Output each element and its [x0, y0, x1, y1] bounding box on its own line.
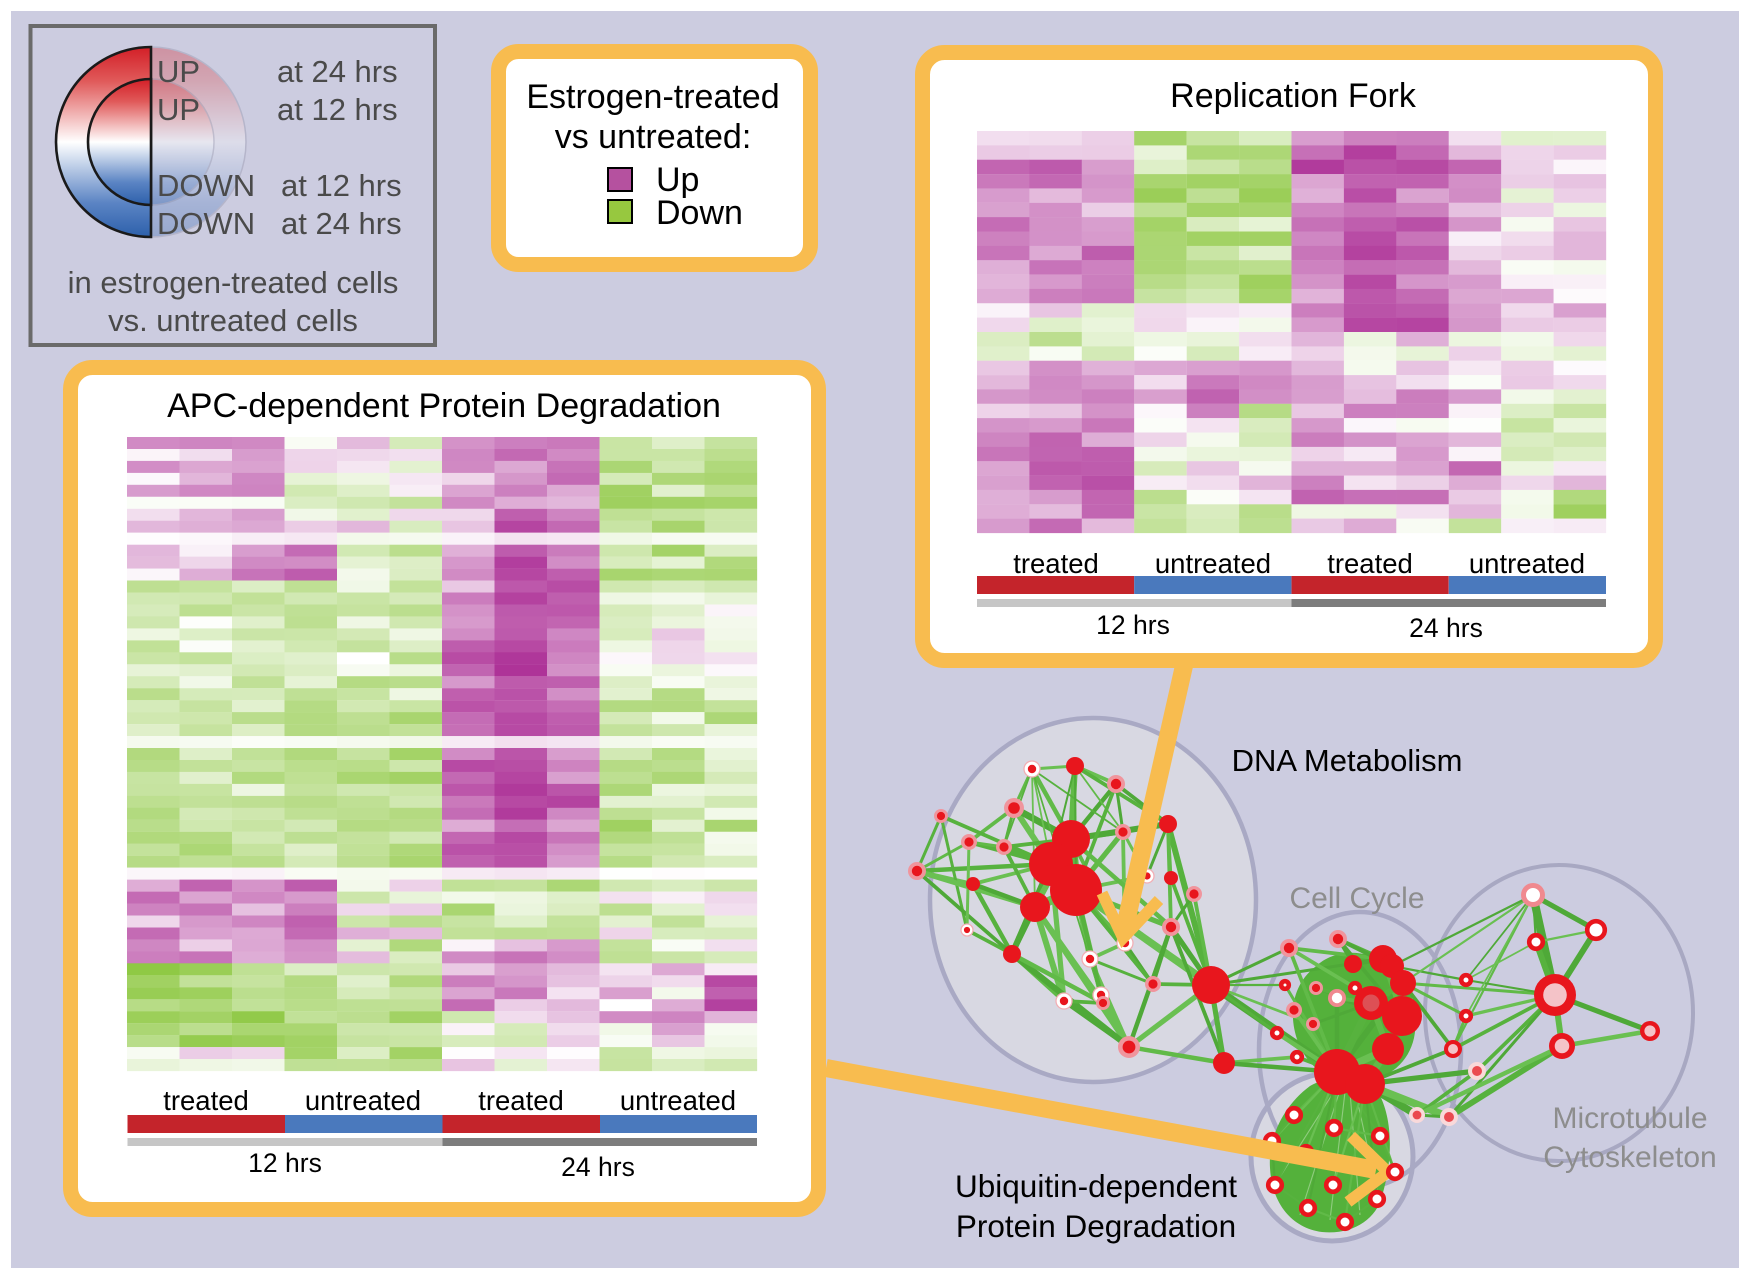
svg-text:DNA Metabolism: DNA Metabolism [1232, 743, 1463, 778]
svg-text:treated: treated [163, 1085, 249, 1116]
svg-text:UP: UP [157, 92, 200, 127]
svg-text:12 hrs: 12 hrs [248, 1148, 322, 1178]
svg-text:APC-dependent Protein Degradat: APC-dependent Protein Degradation [167, 387, 721, 425]
svg-text:at 24 hrs: at 24 hrs [277, 54, 398, 89]
svg-text:12 hrs: 12 hrs [1096, 610, 1170, 640]
svg-text:24 hrs: 24 hrs [561, 1152, 635, 1182]
svg-text:Ubiquitin-dependent: Ubiquitin-dependent [955, 1168, 1237, 1204]
svg-text:untreated: untreated [1469, 548, 1585, 579]
svg-text:Down: Down [656, 194, 743, 232]
svg-text:treated: treated [1013, 548, 1099, 579]
svg-text:Cytoskeleton: Cytoskeleton [1543, 1141, 1716, 1174]
svg-text:untreated: untreated [620, 1085, 736, 1116]
svg-text:vs. untreated cells: vs. untreated cells [108, 303, 358, 338]
svg-text:Cell Cycle: Cell Cycle [1289, 882, 1424, 915]
svg-text:untreated: untreated [305, 1085, 421, 1116]
svg-text:Protein Degradation: Protein Degradation [956, 1208, 1236, 1244]
svg-text:in estrogen-treated cells: in estrogen-treated cells [68, 265, 399, 300]
svg-text:at 12 hrs: at 12 hrs [281, 168, 402, 203]
svg-text:Up: Up [656, 161, 699, 199]
svg-text:untreated: untreated [1155, 548, 1271, 579]
svg-text:DOWN: DOWN [157, 168, 255, 203]
svg-text:at 24 hrs: at 24 hrs [281, 206, 402, 241]
svg-text:24 hrs: 24 hrs [1409, 613, 1483, 643]
svg-text:treated: treated [478, 1085, 564, 1116]
svg-text:Microtubule: Microtubule [1552, 1102, 1707, 1135]
svg-text:at 12 hrs: at 12 hrs [277, 92, 398, 127]
svg-text:UP: UP [157, 54, 200, 89]
svg-text:vs untreated:: vs untreated: [555, 118, 752, 156]
svg-text:DOWN: DOWN [157, 206, 255, 241]
svg-text:treated: treated [1327, 548, 1413, 579]
svg-text:Replication Fork: Replication Fork [1170, 77, 1417, 115]
svg-text:Estrogen-treated: Estrogen-treated [526, 78, 779, 116]
